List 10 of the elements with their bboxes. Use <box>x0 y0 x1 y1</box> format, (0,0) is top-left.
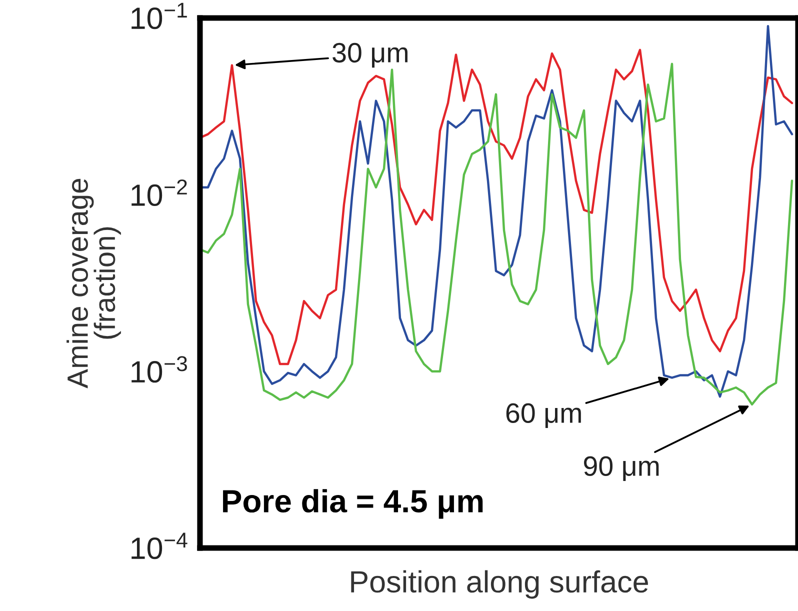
text: 90 μm <box>584 456 659 482</box>
y-tick-label: 10$^{−4}$ <box>132 532 188 560</box>
y-tick-label: 10$^{−3}$ <box>132 356 187 383</box>
series-label: 60 μm <box>506 403 581 428</box>
series-label: 30 μm <box>332 42 408 68</box>
x-axis-title: Position along surface <box>351 570 648 599</box>
y-axis-title: Amine coverage (fraction) <box>66 178 121 388</box>
annotation: Pore dia = 4.5 μm <box>223 489 483 519</box>
y-tick-label: 10$^{−1}$ <box>132 2 187 30</box>
y-tick-label: 10$^{−2}$ <box>132 179 187 206</box>
